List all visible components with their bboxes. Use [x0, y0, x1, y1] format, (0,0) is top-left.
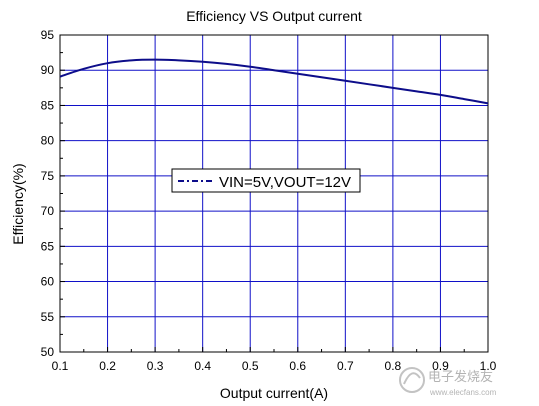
watermark-url: www.elecfans.com [429, 388, 497, 397]
chart-title: Efficiency VS Output current [186, 8, 362, 24]
y-tick-label: 80 [41, 134, 55, 148]
y-tick-label: 70 [41, 204, 55, 218]
legend: VIN=5V,VOUT=12V [171, 168, 361, 193]
plot-frame [59, 34, 489, 353]
axis-ticks [59, 34, 489, 353]
x-tick-label: 0.6 [289, 359, 306, 373]
watermark-swirl-icon [403, 372, 421, 385]
series-group [59, 58, 489, 105]
watermark-text: 电子发烧友 [428, 369, 493, 385]
legend-label: VIN=5V,VOUT=12V [219, 174, 351, 191]
y-tick-label: 55 [41, 310, 55, 324]
grid-lines [59, 34, 489, 353]
x-tick-label: 0.5 [242, 359, 259, 373]
x-tick-label: 0.9 [432, 359, 449, 373]
y-tick-label: 65 [41, 239, 55, 253]
x-tick-labels: 0.1 0.2 0.3 0.4 0.5 0.6 0.7 0.8 0.9 1.0 [52, 359, 497, 373]
watermark-logo-icon [399, 367, 425, 393]
x-tick-label: 0.1 [52, 359, 69, 373]
y-tick-label: 75 [41, 169, 55, 183]
x-tick-label: 0.8 [385, 359, 402, 373]
x-tick-label: 1.0 [480, 359, 497, 373]
y-axis-label: Efficiency(%) [10, 163, 26, 244]
y-tick-label: 50 [41, 345, 55, 359]
x-tick-label: 0.4 [194, 359, 211, 373]
y-tick-labels: 50 55 60 65 70 75 80 85 90 95 [41, 28, 55, 359]
watermark: 电子发烧友 www.elecfans.com [399, 367, 497, 397]
series-line [59, 58, 489, 105]
y-tick-label: 90 [41, 63, 55, 77]
x-axis-label: Output current(A) [220, 385, 328, 401]
y-tick-label: 95 [41, 28, 55, 42]
legend-box [171, 168, 361, 193]
y-tick-label: 60 [41, 275, 55, 289]
x-tick-label: 0.7 [337, 359, 354, 373]
x-tick-label: 0.2 [99, 359, 116, 373]
y-tick-label: 85 [41, 98, 55, 112]
x-tick-label: 0.3 [147, 359, 164, 373]
